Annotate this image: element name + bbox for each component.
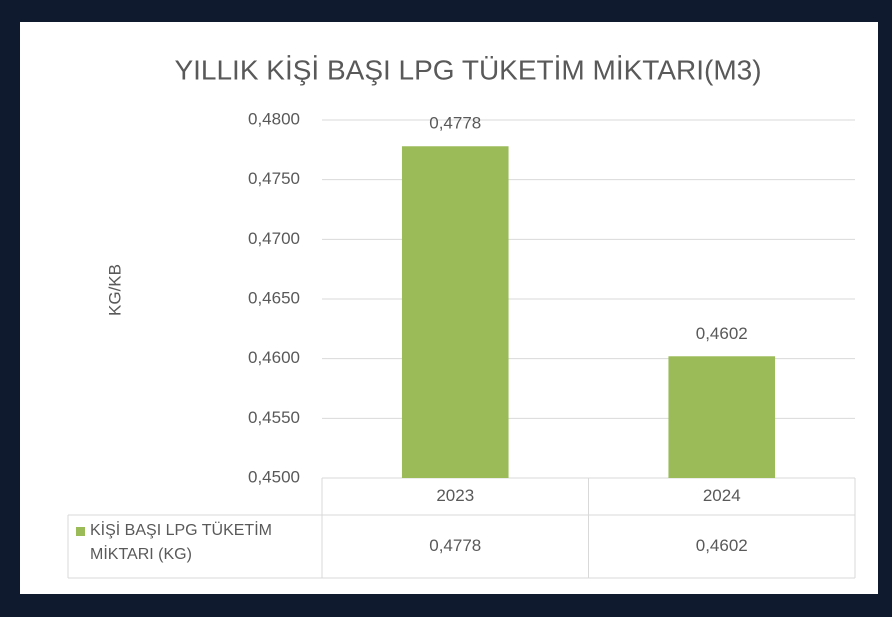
y-axis-label: KG/KB — [105, 264, 124, 316]
legend-box: KİŞİ BAŞI LPG TÜKETİM MİKTARI (KG) — [90, 522, 272, 563]
bar — [401, 146, 509, 478]
y-tick-label: 0,4700 — [248, 229, 300, 248]
y-tick-label: 0,4750 — [248, 169, 300, 188]
x-tick-label: 2023 — [436, 486, 474, 505]
y-tick-label: 0,4550 — [248, 408, 300, 427]
y-tick-label: 0,4800 — [248, 109, 300, 128]
chart-title: YILLIK KİŞİ BAŞI LPG TÜKETİM MİKTARI(M3) — [174, 54, 761, 85]
legend-label: KİŞİ BAŞI LPG TÜKETİM MİKTARI (KG) — [90, 522, 272, 563]
data-label: 0,4602 — [696, 324, 748, 343]
y-tick-label: 0,4650 — [248, 288, 300, 307]
legend-key — [76, 527, 85, 536]
table-value: 0,4602 — [696, 536, 748, 555]
y-tick-label: 0,4600 — [248, 348, 300, 367]
data-label: 0,4778 — [429, 114, 481, 133]
y-tick-label: 0,4500 — [248, 467, 300, 486]
table-value: 0,4778 — [429, 536, 481, 555]
bar — [668, 356, 776, 478]
x-tick-label: 2024 — [703, 486, 741, 505]
